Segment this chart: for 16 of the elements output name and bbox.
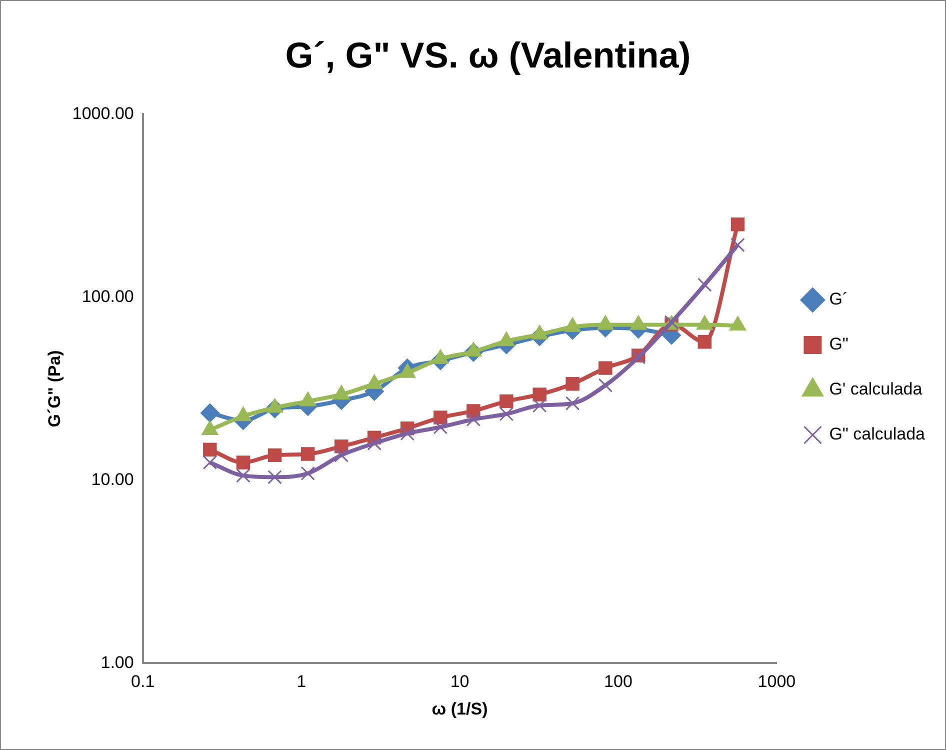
- x-tick-label: 1000: [758, 672, 796, 692]
- x-tick-label: 0.1: [131, 672, 155, 692]
- legend-label: G" calculada: [829, 424, 926, 444]
- legend-label: G' calculada: [829, 380, 923, 399]
- chart-title: G´, G" VS. ω (Valentina): [285, 34, 691, 76]
- x-axis-title: ω (1/S): [432, 699, 488, 718]
- y-tick-label: 1000.00: [72, 104, 134, 123]
- legend-label: G": [829, 334, 848, 354]
- x-tick-label: 1: [296, 672, 306, 692]
- y-tick-label: 10.00: [91, 470, 134, 489]
- y-tick-label: 100.00: [82, 286, 134, 306]
- x-tick-label: 10: [450, 672, 470, 692]
- y-tick-label: 1.00: [100, 652, 134, 672]
- legend-label: G´: [829, 290, 848, 309]
- y-axis-title: G´G" (Pa): [44, 350, 64, 428]
- x-tick-label: 100: [604, 672, 632, 692]
